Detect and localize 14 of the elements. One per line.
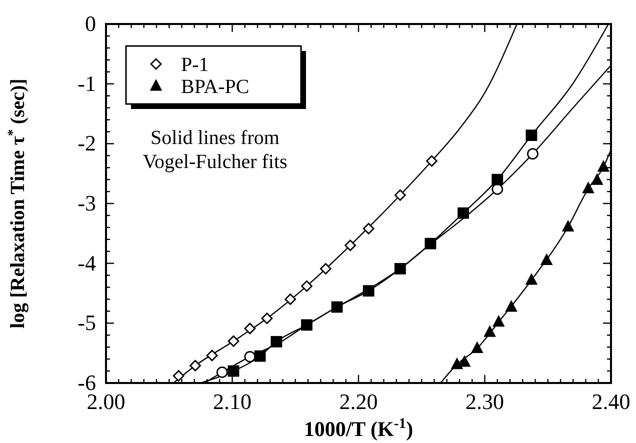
x-tick-label: 2.20 xyxy=(339,389,378,414)
x-tick-label: 2.40 xyxy=(592,389,630,414)
y-tick-label: -2 xyxy=(78,130,96,156)
legend-label: P-1 xyxy=(181,54,209,76)
x-tick-label: 2.10 xyxy=(213,389,252,414)
annotation: Solid lines from Vogel-Fulcher fits xyxy=(142,127,288,173)
y-tick-label: -5 xyxy=(78,310,96,336)
x-axis-title: 1000/T (K$^{-1}$) xyxy=(304,416,414,441)
y-tick-label: -3 xyxy=(78,190,96,216)
y-tick-label: 0 xyxy=(85,11,96,36)
x-tick-label: 2.30 xyxy=(466,389,504,414)
y-tick-label: -1 xyxy=(78,70,96,96)
y-tick-label: -4 xyxy=(78,250,96,276)
legend-label: BPA-PC xyxy=(181,76,250,98)
